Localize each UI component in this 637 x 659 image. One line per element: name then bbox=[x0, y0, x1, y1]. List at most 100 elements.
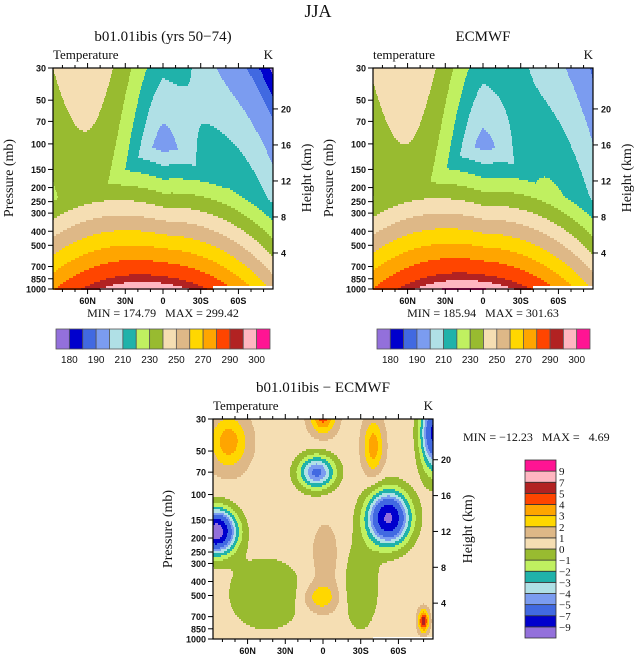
contour-band bbox=[378, 519, 384, 521]
contour-band bbox=[297, 575, 315, 577]
contour-band bbox=[304, 457, 313, 459]
contour-band bbox=[348, 605, 376, 607]
contour-band bbox=[383, 489, 395, 491]
contour-band bbox=[391, 513, 398, 515]
contour-band bbox=[373, 72, 435, 74]
contour-band bbox=[406, 521, 408, 523]
contour-band bbox=[230, 188, 263, 190]
contour-band bbox=[548, 104, 580, 106]
contour-band bbox=[251, 202, 273, 204]
contour-band bbox=[411, 535, 419, 537]
contour-band bbox=[386, 427, 413, 429]
contour-band bbox=[587, 124, 593, 126]
contour-band bbox=[570, 216, 591, 218]
contour-band bbox=[250, 118, 272, 120]
contour-band bbox=[468, 172, 582, 174]
contour-band bbox=[455, 122, 467, 124]
contour-band bbox=[388, 208, 519, 210]
y-tick-label: 50 bbox=[356, 96, 366, 106]
contour-band bbox=[125, 96, 139, 98]
contour-band bbox=[53, 268, 58, 270]
contour-band bbox=[241, 212, 264, 214]
contour-band bbox=[296, 597, 305, 599]
contour-band bbox=[458, 108, 471, 110]
contour-band bbox=[220, 537, 226, 539]
contour-band bbox=[357, 499, 365, 501]
contour-band bbox=[395, 545, 404, 547]
contour-band bbox=[121, 118, 134, 120]
contour-band bbox=[61, 266, 94, 268]
contour-band bbox=[537, 276, 561, 278]
contour-band bbox=[245, 439, 255, 441]
contour-band bbox=[511, 132, 565, 134]
contour-band bbox=[575, 254, 593, 256]
contour-band bbox=[333, 473, 337, 475]
contour-band bbox=[400, 220, 506, 222]
contour-band bbox=[587, 212, 593, 214]
contour-band bbox=[329, 471, 333, 473]
contour-band bbox=[223, 533, 227, 535]
contour-band bbox=[420, 427, 423, 429]
contour-band bbox=[248, 523, 353, 525]
contour-band bbox=[467, 74, 531, 76]
contour-band bbox=[258, 276, 273, 278]
contour-band bbox=[196, 162, 249, 164]
contour-band bbox=[61, 94, 106, 96]
contour-band bbox=[255, 447, 359, 449]
contour-band bbox=[53, 282, 63, 284]
contour-band bbox=[394, 559, 433, 561]
contour-band bbox=[213, 523, 215, 525]
contour-band bbox=[335, 577, 346, 579]
contour-band bbox=[426, 463, 431, 465]
contour-band bbox=[428, 445, 433, 447]
contour-band bbox=[305, 597, 312, 599]
contour-band bbox=[531, 242, 560, 244]
contour-band bbox=[418, 633, 429, 635]
contour-band bbox=[463, 86, 481, 88]
contour-band bbox=[117, 136, 131, 138]
contour-band bbox=[433, 78, 451, 80]
contour-band bbox=[361, 511, 365, 513]
contour-band bbox=[453, 134, 464, 136]
contour-band bbox=[213, 286, 273, 288]
contour-band bbox=[418, 431, 420, 433]
contour-band bbox=[408, 551, 433, 553]
contour-band bbox=[528, 180, 537, 182]
contour-band bbox=[353, 525, 360, 527]
contour-band bbox=[224, 545, 228, 547]
contour-band bbox=[173, 134, 198, 136]
contour-band bbox=[54, 182, 108, 184]
contour-band bbox=[530, 72, 568, 74]
x-tick-label: 0 bbox=[480, 296, 485, 306]
contour-band bbox=[156, 148, 178, 150]
y-tick-label: 30 bbox=[196, 415, 206, 425]
contour-band bbox=[339, 601, 347, 603]
contour-band bbox=[513, 154, 575, 156]
contour-band bbox=[305, 601, 314, 603]
contour-band bbox=[412, 513, 415, 515]
contour-band bbox=[248, 250, 267, 252]
contour-band bbox=[416, 517, 422, 519]
contour-band bbox=[431, 427, 433, 429]
contour-band bbox=[158, 86, 228, 88]
contour-band bbox=[431, 88, 449, 90]
contour-band bbox=[343, 475, 367, 477]
contour-band bbox=[247, 519, 353, 521]
contour-band bbox=[477, 92, 495, 94]
contour-band bbox=[332, 529, 353, 531]
contour-band bbox=[373, 190, 481, 192]
contour-band bbox=[431, 625, 433, 627]
contour-band bbox=[147, 118, 250, 120]
contour-band bbox=[153, 260, 213, 262]
contour-band bbox=[398, 485, 411, 487]
contour-band bbox=[368, 525, 371, 527]
contour-band bbox=[225, 539, 230, 541]
contour-band bbox=[314, 541, 336, 543]
contour-band bbox=[484, 128, 510, 130]
contour-band bbox=[332, 475, 337, 477]
contour-band bbox=[580, 104, 593, 106]
contour-band bbox=[239, 517, 246, 519]
contour-band bbox=[171, 192, 173, 194]
contour-band bbox=[302, 451, 331, 453]
contour-band bbox=[422, 451, 425, 453]
